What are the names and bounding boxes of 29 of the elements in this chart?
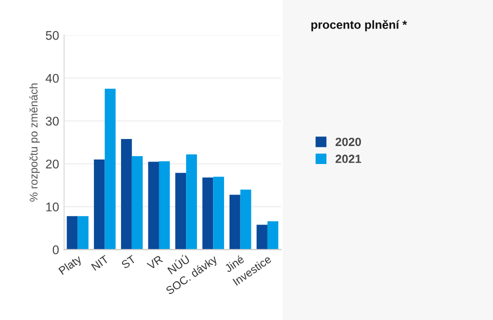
legend-label: 2021	[336, 154, 362, 164]
legend-label: 2020	[336, 138, 361, 146]
bar	[132, 156, 143, 250]
legend-title: procento plnění *	[311, 20, 407, 32]
bar	[104, 88, 116, 250]
bar	[267, 221, 278, 250]
bar	[148, 162, 159, 250]
x-tick-label: NIT	[91, 254, 110, 271]
bar	[175, 172, 186, 250]
y-tick-label: 0	[52, 245, 59, 254]
y-tick-label: 30	[46, 116, 59, 126]
x-tick-label: VR	[146, 255, 164, 270]
bar	[213, 176, 224, 250]
bar	[121, 138, 132, 250]
bar	[240, 190, 252, 250]
bar	[202, 178, 214, 250]
bar	[66, 216, 78, 250]
bar	[158, 161, 170, 250]
x-tick-label: ST	[120, 254, 136, 269]
y-tick-label: 10	[46, 202, 59, 212]
bar	[229, 194, 240, 250]
bar	[186, 154, 197, 250]
bar	[78, 216, 88, 250]
y-axis-title: % rozpočtu po změnách	[29, 84, 40, 202]
bar	[256, 224, 268, 250]
y-tick-label: 20	[46, 160, 59, 168]
y-tick-label: 40	[46, 74, 59, 83]
y-tick-label: 50	[46, 31, 59, 40]
bar	[94, 160, 105, 250]
